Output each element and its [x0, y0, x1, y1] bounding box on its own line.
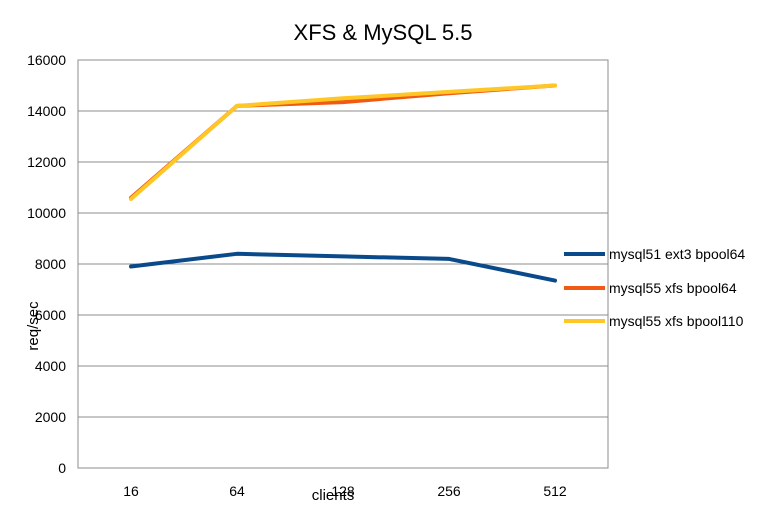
x-tick-label: 512 — [543, 483, 567, 499]
y-tick-label: 6000 — [35, 307, 66, 323]
y-tick-label: 16000 — [27, 52, 66, 68]
x-tick-label: 256 — [437, 483, 461, 499]
chart-title: XFS & MySQL 5.5 — [294, 20, 473, 45]
y-tick-label: 4000 — [35, 358, 66, 374]
x-tick-label: 64 — [229, 483, 245, 499]
y-tick-label: 10000 — [27, 205, 66, 221]
legend: mysql51 ext3 bpool64 mysql55 xfs bpool64 m… — [564, 246, 745, 329]
y-axis-tick-labels: 0 2000 4000 6000 8000 10000 12000 14000 16000 — [27, 52, 66, 476]
y-tick-label: 14000 — [27, 103, 66, 119]
y-tick-label: 2000 — [35, 409, 66, 425]
y-tick-label: 8000 — [35, 256, 66, 272]
legend-item: mysql55 xfs bpool64 — [564, 280, 737, 296]
series-line — [129, 251, 557, 283]
legend-label: mysql51 ext3 bpool64 — [609, 246, 745, 262]
x-tick-label: 128 — [331, 483, 355, 499]
legend-item: mysql55 xfs bpool110 — [564, 313, 744, 329]
x-axis-title: clients — [312, 487, 355, 504]
legend-label: mysql55 xfs bpool110 — [609, 313, 744, 329]
x-tick-label: 16 — [123, 483, 139, 499]
y-tick-label: 0 — [58, 460, 66, 476]
y-axis-title: req/sec — [25, 301, 42, 351]
x-axis-tick-labels: 16 64 128 256 512 — [123, 483, 567, 499]
legend-label: mysql55 xfs bpool64 — [609, 280, 737, 296]
y-tick-label: 12000 — [27, 154, 66, 170]
series-line — [129, 83, 557, 201]
series-lines — [129, 83, 557, 283]
legend-item: mysql51 ext3 bpool64 — [564, 246, 745, 262]
